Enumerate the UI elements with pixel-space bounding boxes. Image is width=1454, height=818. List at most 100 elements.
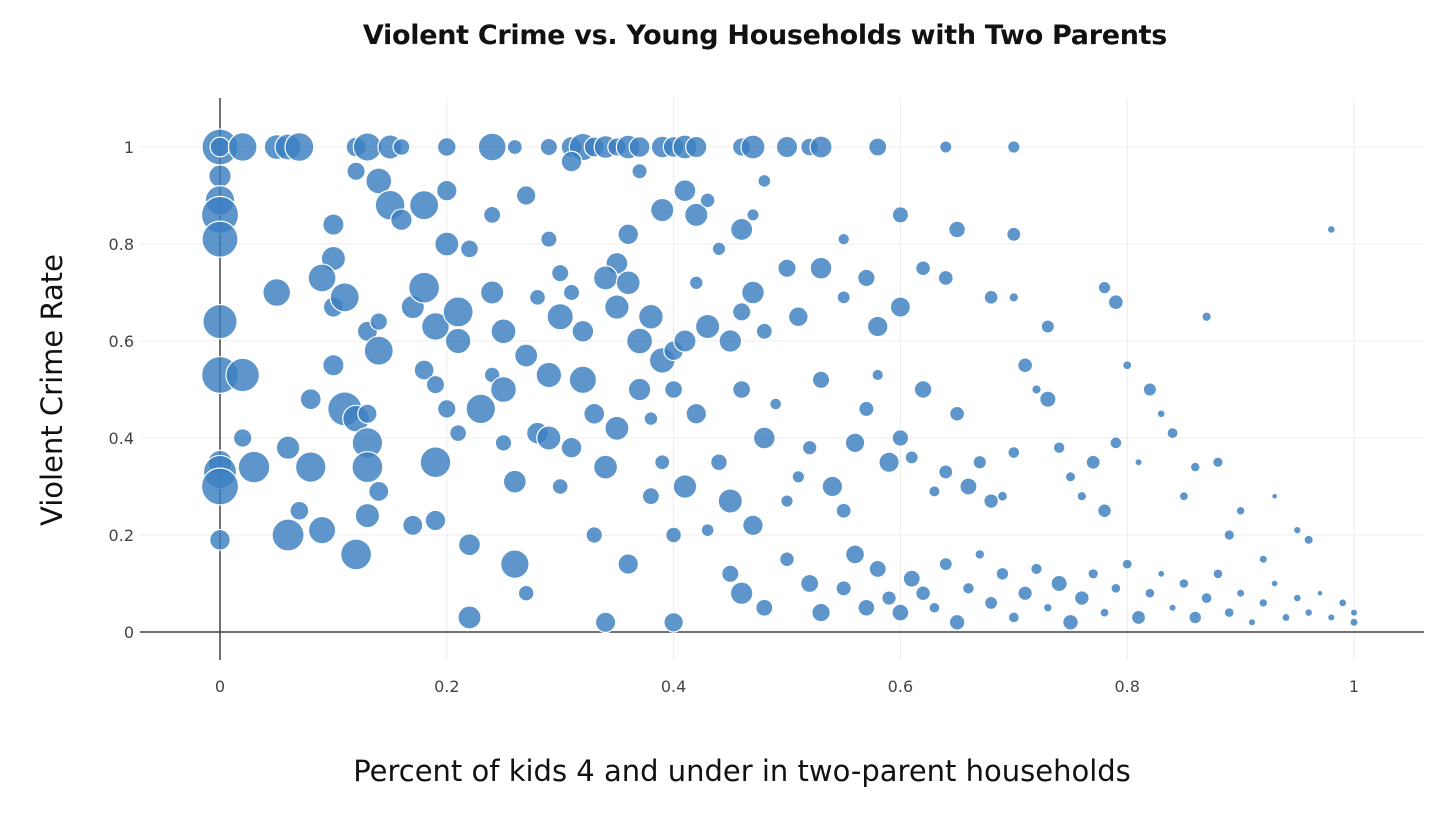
data-point [1281,612,1291,623]
data-point [490,376,518,404]
data-point [1258,554,1268,564]
data-point [275,435,301,460]
x-tick-label: 0.2 [434,677,459,696]
data-point [540,230,558,248]
data-point [1006,226,1022,242]
data-point [1040,319,1056,334]
data-point [891,206,910,224]
x-tick-label: 0.8 [1114,677,1139,696]
data-point [836,290,851,305]
data-point [835,502,852,519]
data-point [1338,598,1348,608]
data-point [962,581,975,595]
data-point [322,354,345,377]
data-point [560,436,583,459]
data-point [615,270,641,296]
data-point [413,359,435,381]
data-point [1212,456,1224,469]
data-point [594,611,617,634]
data-point [730,217,754,242]
data-point [710,453,728,472]
data-point [208,164,232,188]
data-point [363,335,394,366]
data-point [1006,140,1021,154]
data-point [517,584,535,602]
data-point [928,601,941,614]
data-point [1122,360,1133,371]
data-point [866,315,889,338]
data-point [515,185,537,206]
data-point [1247,618,1257,627]
data-point [1121,558,1133,570]
data-point [1235,588,1246,598]
x-tick-label: 0 [215,677,225,696]
x-axis-label: Percent of kids 4 and under in two-paren… [353,754,1131,788]
data-point [1110,582,1122,594]
data-point [536,425,562,451]
data-point [949,405,966,422]
data-point [1166,427,1179,440]
data-point [857,268,876,288]
data-point [506,138,523,156]
data-point [546,303,574,331]
y-tick-label: 0.6 [109,332,134,351]
data-point [878,451,900,473]
data-point [626,327,654,355]
data-point [390,208,413,232]
data-point [1235,505,1246,516]
data-point [638,303,664,330]
data-point [421,312,450,341]
data-point [685,135,708,159]
data-point [972,454,988,470]
data-point [444,327,472,355]
data-point [1142,382,1158,397]
data-point [844,432,866,454]
data-point [1271,492,1279,500]
data-point [732,380,752,400]
data-point [746,208,760,222]
data-point [995,566,1010,581]
data-point [551,263,570,283]
data-point [913,380,933,399]
data-point [617,553,640,575]
data-point [809,135,833,159]
data-point [1134,458,1143,467]
data-point [1007,611,1020,624]
data-point [811,370,831,389]
data-point [617,223,640,246]
data-point [1270,579,1279,588]
data-point [479,280,505,305]
data-point [721,564,740,584]
data-point [604,294,630,320]
data-point [1050,574,1068,593]
data-point [409,190,440,221]
data-point [357,403,378,424]
data-point [974,549,986,560]
data-point [351,451,384,484]
data-point [628,136,651,159]
data-point [1258,598,1269,608]
data-point [483,205,502,224]
data-point [322,213,345,236]
data-point [983,289,999,305]
data-point [1030,562,1043,576]
data-point [757,173,772,188]
data-point [201,220,239,258]
data-point [299,388,322,411]
y-tick-label: 0.4 [109,429,134,448]
data-point [868,559,887,579]
data-point [740,134,766,160]
data-point [200,467,240,506]
data-point [402,514,424,536]
data-point [631,163,648,180]
data-point [845,544,866,565]
data-point [352,132,383,162]
data-point [225,357,260,393]
data-point [209,136,231,158]
data-point [562,283,581,302]
data-point [1039,390,1057,408]
data-point [857,598,876,617]
data-point [1326,224,1336,234]
data-point [1223,607,1235,619]
